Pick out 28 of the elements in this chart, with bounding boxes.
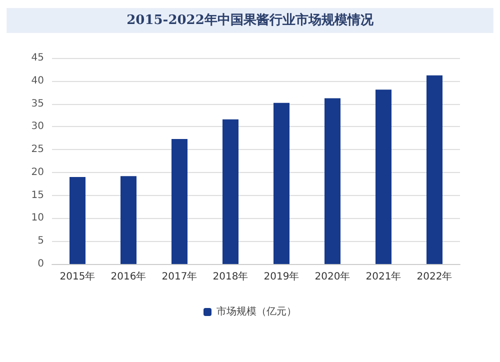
x-tick-label: 2015年 [60, 270, 96, 282]
bar [120, 176, 136, 264]
x-tick-label: 2022年 [416, 270, 452, 282]
bar [376, 90, 392, 264]
legend-label: 市场规模（亿元） [216, 306, 296, 318]
y-tick-label: 20 [31, 166, 44, 178]
y-tick-label: 15 [31, 190, 44, 201]
bar [274, 102, 290, 264]
bar [426, 75, 442, 264]
x-tick-label: 2021年 [366, 270, 402, 282]
chart-title: 2015-2022年中国果酱行业市场规模情况 [126, 12, 374, 28]
bar [172, 139, 188, 264]
y-tick-label: 25 [31, 144, 44, 156]
y-tick-label: 5 [38, 236, 44, 247]
y-tick-label: 40 [31, 75, 44, 86]
y-tick-label: 10 [31, 212, 44, 224]
bar [70, 177, 86, 264]
y-tick-label: 30 [31, 121, 44, 132]
x-tick-label: 2018年 [212, 270, 248, 282]
bar [324, 98, 340, 264]
x-tick-label: 2017年 [162, 270, 198, 282]
y-tick-label: 45 [31, 52, 44, 64]
x-tick-label: 2020年 [314, 270, 350, 282]
bar [222, 119, 238, 264]
x-tick-label: 2019年 [264, 270, 300, 282]
x-tick-label: 2016年 [110, 270, 146, 282]
y-tick-label: 35 [31, 98, 44, 110]
y-tick-label: 0 [38, 258, 44, 270]
